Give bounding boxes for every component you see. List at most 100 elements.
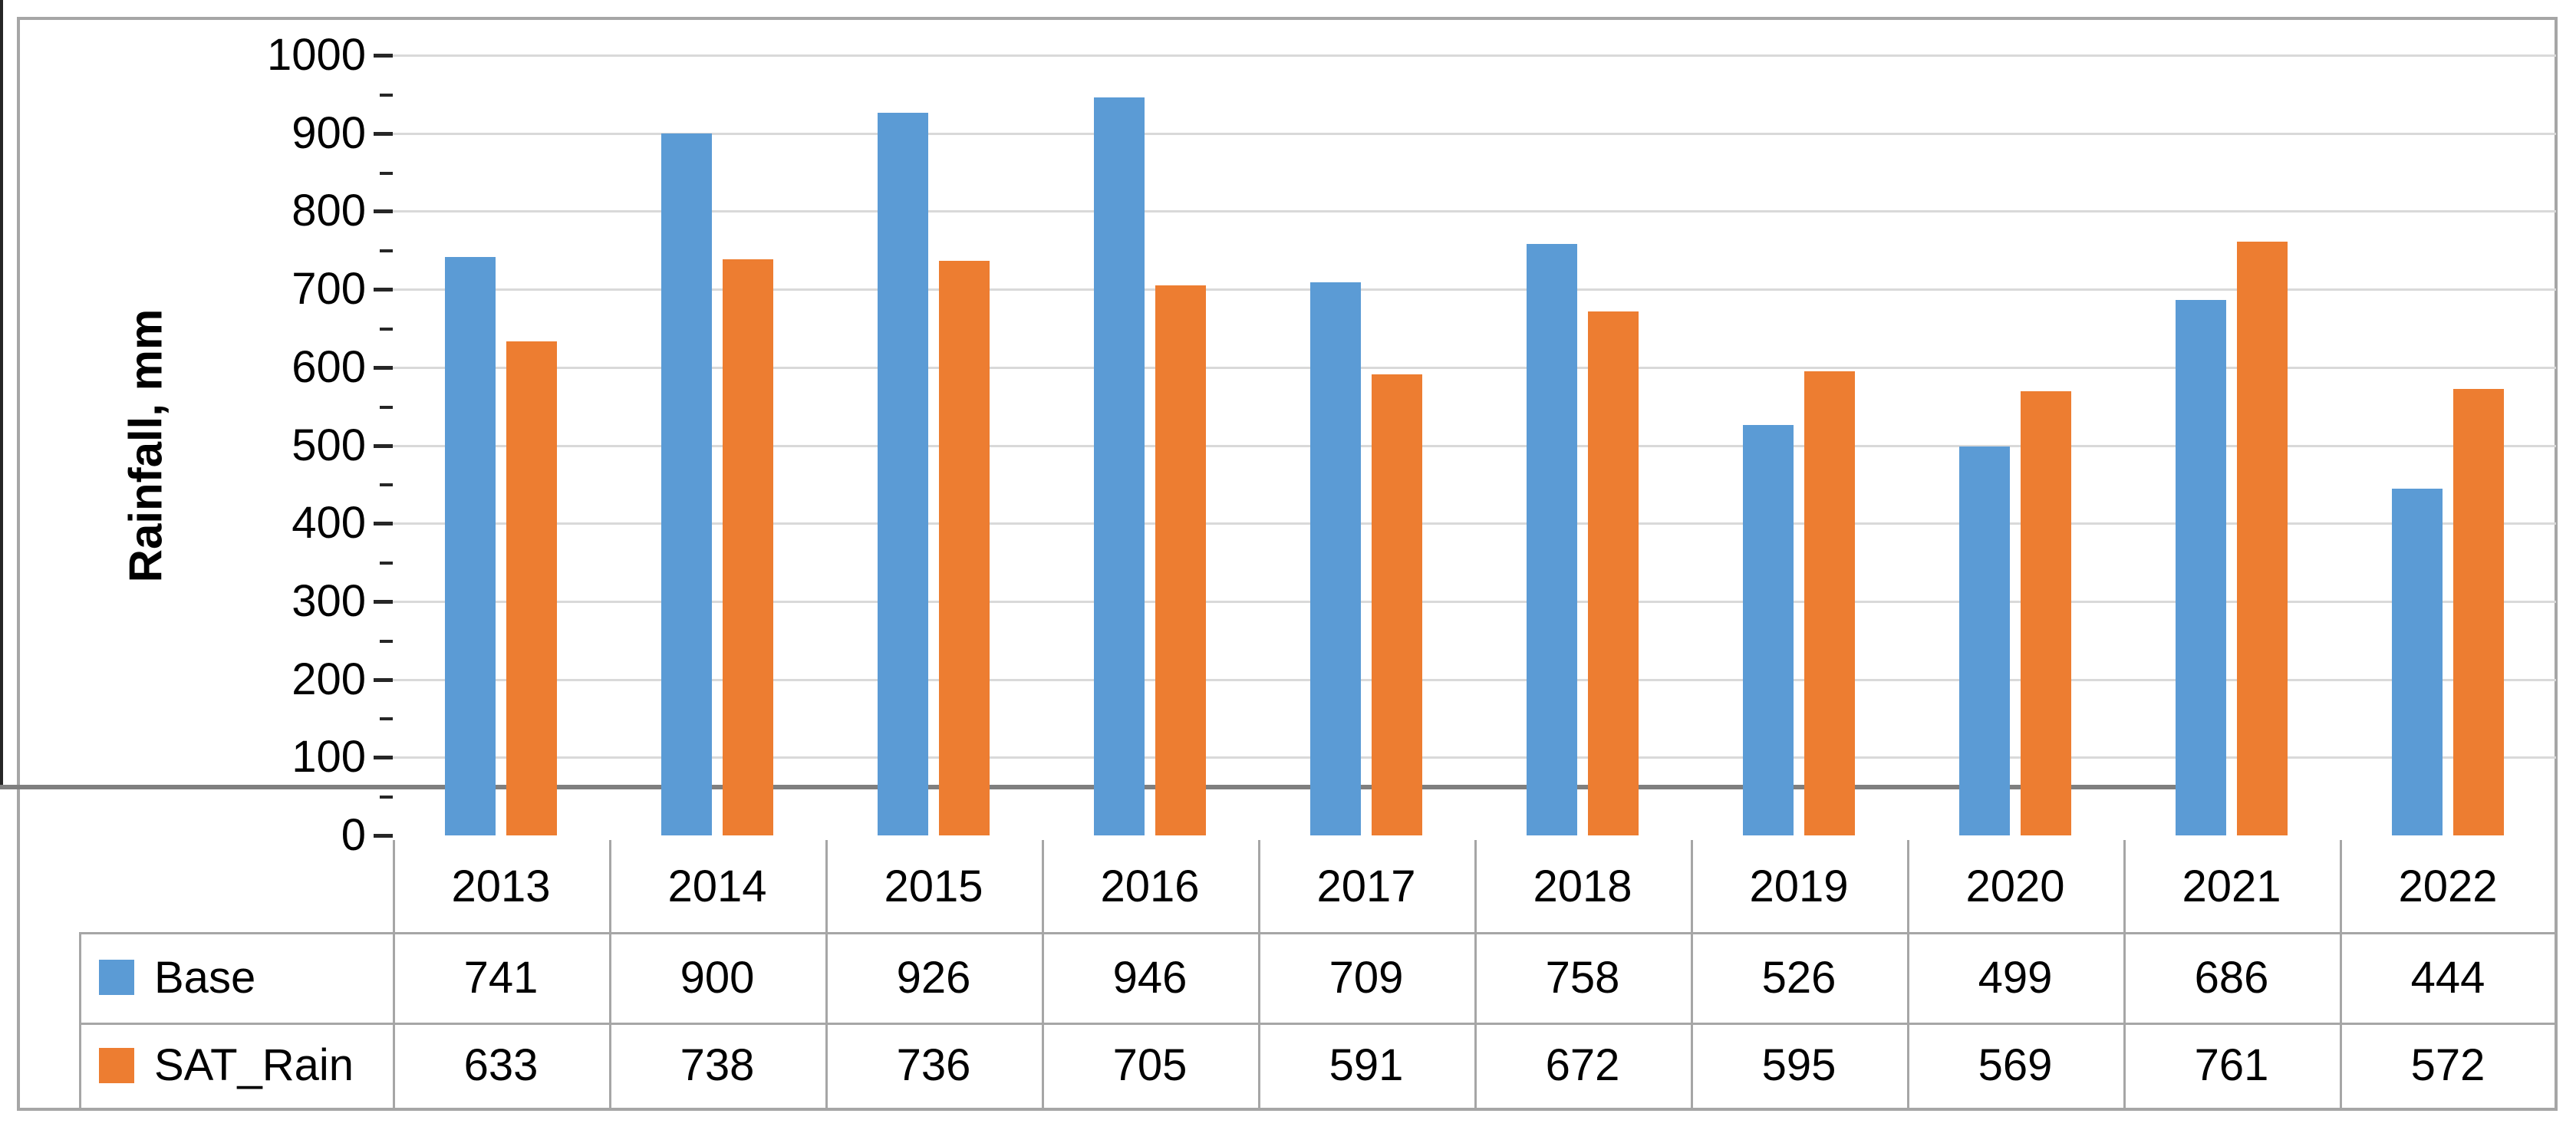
y-axis-title: Rainfall, mm — [120, 308, 172, 583]
y-major-tick-400 — [374, 522, 393, 525]
year-cell-2021: 2021 — [2182, 861, 2281, 911]
year-cell-2013: 2013 — [451, 861, 551, 911]
y-tick-label-500: 500 — [292, 420, 366, 470]
y-minor-tick-250 — [380, 640, 393, 643]
value-cell-base-2021: 686 — [2194, 952, 2269, 1003]
bar-sat_rain-2020 — [2021, 391, 2071, 835]
table-row-border-2 — [79, 1023, 2556, 1025]
value-cell-base-2017: 709 — [1329, 952, 1404, 1003]
y-tick-label-100: 100 — [292, 732, 366, 782]
legend-cell-sat_rain: SAT_Rain — [79, 1023, 393, 1108]
bar-sat_rain-2019 — [1804, 371, 1855, 835]
bar-sat_rain-2017 — [1372, 374, 1422, 835]
table-col-border — [2340, 840, 2342, 1108]
year-cell-2020: 2020 — [1965, 861, 2065, 911]
y-tick-label-200: 200 — [292, 654, 366, 704]
year-cell-2018: 2018 — [1533, 861, 1632, 911]
value-cell-base-2020: 499 — [1978, 952, 2053, 1003]
gridline-600 — [393, 367, 2556, 369]
value-cell-base-2015: 926 — [896, 952, 971, 1003]
y-tick-label-400: 400 — [292, 498, 366, 548]
y-major-tick-300 — [374, 600, 393, 604]
year-cell-2016: 2016 — [1100, 861, 1200, 911]
y-major-tick-700 — [374, 288, 393, 292]
y-axis-line — [0, 0, 3, 785]
y-major-tick-500 — [374, 444, 393, 448]
figure-border — [17, 17, 2558, 1111]
table-col-border — [1474, 840, 1477, 1108]
year-cell-2014: 2014 — [667, 861, 767, 911]
value-cell-base-2013: 741 — [463, 952, 539, 1003]
y-minor-tick-850 — [380, 172, 393, 175]
value-cell-sat_rain-2020: 569 — [1978, 1040, 2053, 1090]
table-col-border — [825, 840, 828, 1108]
value-cell-sat_rain-2021: 761 — [2194, 1040, 2269, 1090]
year-cell-2015: 2015 — [884, 861, 983, 911]
bar-base-2017 — [1310, 282, 1361, 835]
bar-sat_rain-2022 — [2453, 389, 2504, 835]
year-cell-2019: 2019 — [1749, 861, 1849, 911]
plot-area: 0 100 200 300 400 500 600 700 800 900 1000 — [0, 0, 2556, 860]
y-major-tick-600 — [374, 366, 393, 370]
bar-sat_rain-2013 — [506, 341, 557, 835]
y-major-tick-1000 — [374, 54, 393, 58]
year-cell-2022: 2022 — [2398, 861, 2498, 911]
y-minor-tick-150 — [380, 717, 393, 720]
bar-base-2015 — [878, 113, 928, 835]
bar-base-2014 — [661, 133, 712, 835]
y-tick-label-0: 0 — [341, 810, 366, 860]
bar-base-2022 — [2392, 489, 2443, 835]
value-cell-sat_rain-2014: 738 — [680, 1040, 755, 1090]
bar-sat_rain-2018 — [1588, 311, 1639, 835]
bar-base-2019 — [1743, 425, 1794, 835]
y-minor-tick-550 — [380, 406, 393, 409]
bar-base-2018 — [1527, 244, 1577, 835]
y-minor-tick-350 — [380, 562, 393, 565]
table-col-border — [1042, 840, 1044, 1108]
table-col-border — [393, 840, 395, 1108]
legend-label-base: Base — [154, 952, 256, 1003]
bar-sat_rain-2016 — [1155, 285, 1206, 835]
value-cell-base-2019: 526 — [1761, 952, 1836, 1003]
bar-sat_rain-2014 — [723, 259, 773, 835]
gridline-100 — [393, 756, 2556, 759]
value-cell-sat_rain-2013: 633 — [463, 1040, 539, 1090]
bar-sat_rain-2021 — [2237, 242, 2288, 835]
y-tick-label-800: 800 — [292, 186, 366, 236]
y-tick-label-1000: 1000 — [266, 30, 366, 80]
value-cell-sat_rain-2022: 572 — [2410, 1040, 2485, 1090]
y-tick-label-600: 600 — [292, 342, 366, 392]
y-tick-label-300: 300 — [292, 576, 366, 626]
value-cell-sat_rain-2017: 591 — [1329, 1040, 1404, 1090]
value-cell-sat_rain-2018: 672 — [1545, 1040, 1620, 1090]
year-cell-2017: 2017 — [1316, 861, 1416, 911]
legend-swatch-base — [99, 960, 134, 995]
value-cell-base-2014: 900 — [680, 952, 755, 1003]
x-axis-line — [0, 785, 2182, 789]
y-major-tick-100 — [374, 756, 393, 759]
table-col-border — [2123, 840, 2126, 1108]
y-tick-label-900: 900 — [292, 108, 366, 158]
value-cell-sat_rain-2015: 736 — [896, 1040, 971, 1090]
y-minor-tick-750 — [380, 249, 393, 252]
gridline-300 — [393, 601, 2556, 603]
gridline-900 — [393, 133, 2556, 135]
value-cell-base-2022: 444 — [2410, 952, 2485, 1003]
gridline-700 — [393, 288, 2556, 291]
gridline-400 — [393, 522, 2556, 525]
table-row-border-1 — [79, 932, 2556, 934]
bar-base-2020 — [1959, 446, 2010, 835]
value-cell-sat_rain-2019: 595 — [1761, 1040, 1836, 1090]
bar-base-2021 — [2176, 300, 2226, 835]
gridline-1000 — [393, 54, 2556, 57]
table-col-border — [1907, 840, 1909, 1108]
value-cell-base-2018: 758 — [1545, 952, 1620, 1003]
legend-cell-base: Base — [79, 932, 393, 1023]
gridline-800 — [393, 210, 2556, 212]
gridline-200 — [393, 679, 2556, 681]
bar-sat_rain-2015 — [939, 261, 990, 835]
y-minor-tick-450 — [380, 483, 393, 486]
legend-left-border — [79, 932, 81, 1108]
y-tick-label-700: 700 — [292, 264, 366, 314]
